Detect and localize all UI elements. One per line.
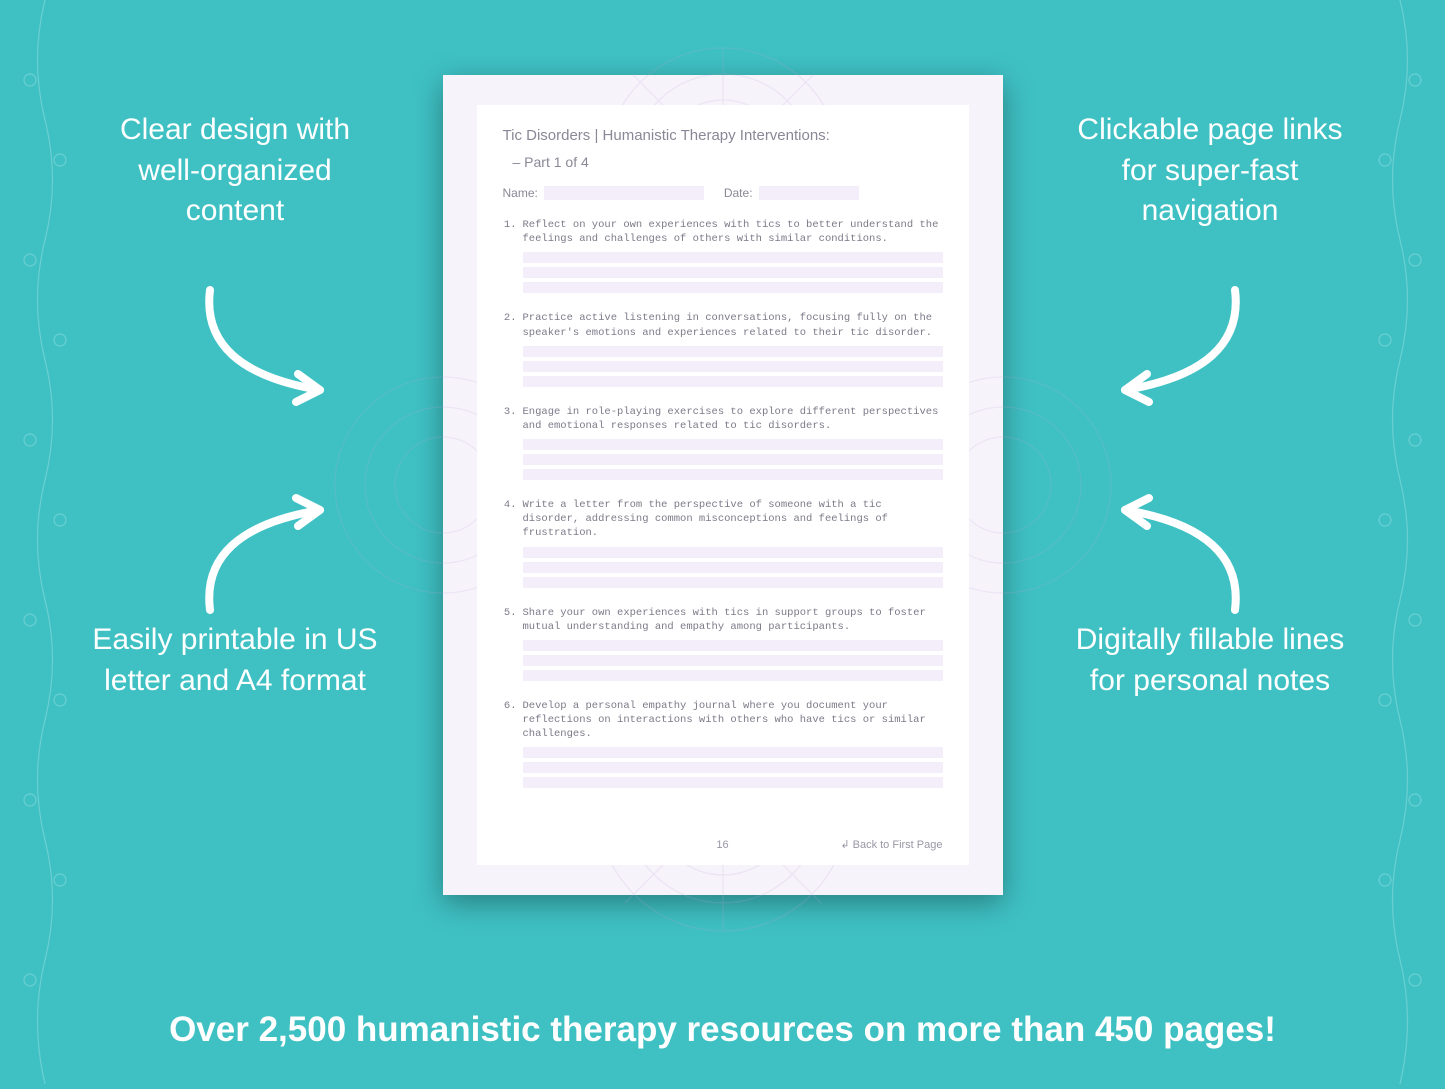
question-list: 1. Reflect on your own experiences with …: [503, 218, 943, 788]
page-number: 16: [716, 839, 728, 851]
document-subtitle: – Part 1 of 4: [513, 154, 943, 170]
fillable-line[interactable]: [523, 547, 943, 558]
fillable-line[interactable]: [523, 282, 943, 293]
date-label: Date:: [724, 186, 753, 200]
arrow-top-left: [190, 280, 350, 410]
fillable-line[interactable]: [523, 762, 943, 773]
item-text: Engage in role-playing exercises to expl…: [523, 405, 943, 433]
callout-top-left: Clear design with well-organized content: [90, 110, 380, 232]
fillable-line[interactable]: [523, 777, 943, 788]
item-number: 1.: [503, 218, 517, 293]
callout-bottom-left: Easily printable in US letter and A4 for…: [90, 620, 380, 701]
fillable-line[interactable]: [523, 670, 943, 681]
fillable-line[interactable]: [523, 640, 943, 651]
list-item: 2. Practice active listening in conversa…: [503, 311, 943, 386]
list-item: 4. Write a letter from the perspective o…: [503, 498, 943, 588]
document-footer: 16 ↲ Back to First Page: [503, 838, 943, 851]
arrow-bottom-right: [1095, 490, 1255, 620]
fillable-line[interactable]: [523, 267, 943, 278]
callout-bottom-right: Digitally fillable lines for personal no…: [1065, 620, 1355, 701]
fillable-line[interactable]: [523, 469, 943, 480]
item-number: 4.: [503, 498, 517, 588]
document-title: Tic Disorders | Humanistic Therapy Inter…: [503, 127, 943, 144]
back-to-first-page-link[interactable]: ↲ Back to First Page: [840, 838, 942, 851]
fillable-line[interactable]: [523, 252, 943, 263]
item-number: 3.: [503, 405, 517, 480]
list-item: 1. Reflect on your own experiences with …: [503, 218, 943, 293]
fillable-line[interactable]: [523, 376, 943, 387]
list-item: 6. Develop a personal empathy journal wh…: [503, 699, 943, 789]
arrow-bottom-left: [190, 490, 350, 620]
callout-top-right: Clickable page links for super-fast navi…: [1065, 110, 1355, 232]
fillable-line[interactable]: [523, 439, 943, 450]
fillable-line[interactable]: [523, 655, 943, 666]
name-input[interactable]: [544, 186, 704, 200]
fillable-line[interactable]: [523, 346, 943, 357]
fillable-line[interactable]: [523, 361, 943, 372]
list-item: 3. Engage in role-playing exercises to e…: [503, 405, 943, 480]
fillable-line[interactable]: [523, 577, 943, 588]
item-text: Write a letter from the perspective of s…: [523, 498, 943, 541]
date-field: Date:: [724, 186, 859, 200]
arrow-top-right: [1095, 280, 1255, 410]
floral-border-right: [1365, 0, 1435, 1084]
item-number: 5.: [503, 606, 517, 681]
item-text: Reflect on your own experiences with tic…: [523, 218, 943, 246]
name-field: Name:: [503, 186, 704, 200]
fillable-line[interactable]: [523, 454, 943, 465]
fillable-line[interactable]: [523, 747, 943, 758]
document-content: Tic Disorders | Humanistic Therapy Inter…: [477, 105, 969, 865]
item-number: 2.: [503, 311, 517, 386]
name-date-row: Name: Date:: [503, 186, 943, 200]
fillable-line[interactable]: [523, 562, 943, 573]
document-page: Tic Disorders | Humanistic Therapy Inter…: [443, 75, 1003, 895]
item-text: Develop a personal empathy journal where…: [523, 699, 943, 742]
floral-border-left: [10, 0, 80, 1084]
item-number: 6.: [503, 699, 517, 789]
item-text: Practice active listening in conversatio…: [523, 311, 943, 339]
name-label: Name:: [503, 186, 538, 200]
list-item: 5. Share your own experiences with tics …: [503, 606, 943, 681]
footer-banner: Over 2,500 humanistic therapy resources …: [0, 1010, 1445, 1050]
date-input[interactable]: [759, 186, 859, 200]
item-text: Share your own experiences with tics in …: [523, 606, 943, 634]
